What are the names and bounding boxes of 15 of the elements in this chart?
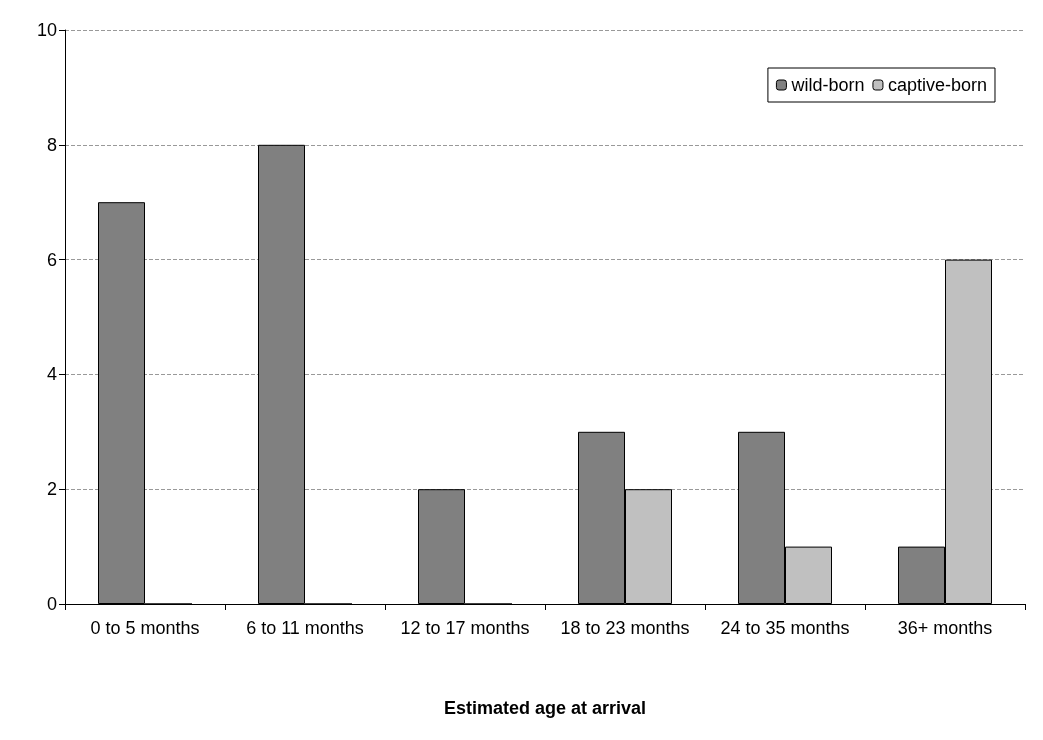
y-tick-label: 2 bbox=[46, 479, 57, 500]
y-tick-label: 10 bbox=[36, 20, 57, 40]
y-tick-label: 6 bbox=[46, 249, 57, 270]
x-tick-label: 12 to 17 months bbox=[400, 618, 530, 638]
x-tick-label: 36+ months bbox=[897, 618, 993, 638]
x-tick-label: 6 to 11 months bbox=[246, 618, 364, 638]
x-tick-label: 18 to 23 months bbox=[560, 618, 690, 638]
legend-label: wild-born bbox=[790, 75, 865, 95]
x-tick-label: 0 to 5 months bbox=[90, 618, 200, 638]
y-tick-label: 4 bbox=[46, 364, 57, 385]
y-tick-label: 0 bbox=[46, 594, 57, 614]
x-tick-label: 24 to 35 months bbox=[720, 618, 850, 638]
y-tick-label: 8 bbox=[46, 134, 57, 155]
legend-label: captive-born bbox=[887, 75, 988, 95]
x-axis-title: Estimated age at arrival bbox=[443, 698, 647, 718]
